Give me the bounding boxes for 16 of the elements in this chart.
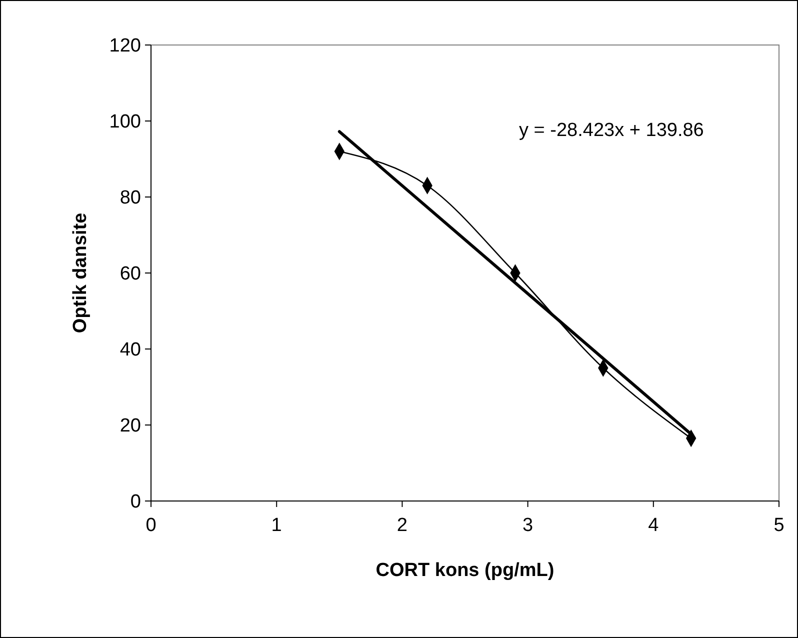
x-tick-label: 1 [271, 515, 282, 536]
y-tick-label: 120 [109, 36, 141, 57]
y-tick-label: 20 [120, 416, 141, 437]
y-tick-label: 60 [120, 264, 141, 285]
y-tick-label: 100 [109, 112, 141, 133]
x-tick-label: 3 [522, 515, 534, 536]
x-tick-label: 4 [648, 515, 660, 536]
x-tick-label: 0 [146, 515, 156, 536]
y-axis-title: Optik dansite [70, 212, 91, 334]
x-tick-label: 5 [774, 515, 784, 536]
annotation: y = -28.423x + 139.86 [519, 120, 704, 142]
x-axis-title: CORT kons (pg/mL) [376, 560, 554, 581]
y-tick-label: 80 [120, 188, 141, 209]
y-tick-label: 40 [120, 340, 141, 361]
x-tick-label: 2 [396, 515, 408, 536]
y-tick-label: 0 [130, 492, 141, 513]
